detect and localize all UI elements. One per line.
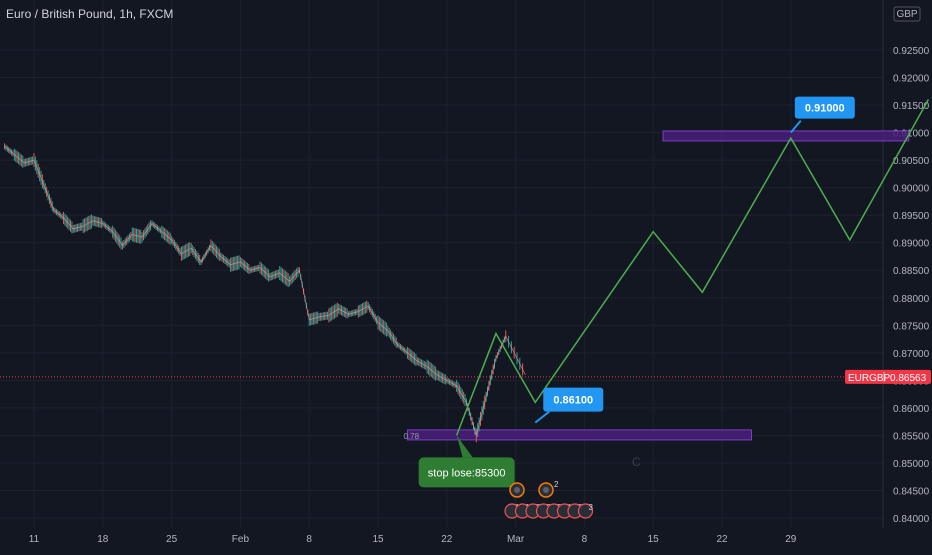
- x-tick-label: 15: [648, 534, 660, 545]
- x-tick-label: 8: [306, 534, 312, 545]
- x-tick-label: 15: [372, 534, 384, 545]
- currency-label: GBP: [896, 9, 917, 20]
- event-icon: [577, 503, 594, 519]
- x-tick-label: 18: [97, 534, 109, 545]
- callout-text: 0.91000: [805, 103, 845, 115]
- y-tick-label: 0.89500: [893, 211, 930, 222]
- event-icon-dot: [514, 487, 520, 493]
- event-count: 3: [589, 503, 594, 512]
- chart-title: Euro / British Pound, 1h, FXCM: [6, 7, 174, 21]
- price-line: [4, 146, 526, 437]
- y-tick-label: 0.91500: [893, 101, 930, 112]
- event-icon-dot: [543, 487, 549, 493]
- y-tick-label: 0.90000: [893, 184, 930, 195]
- currency-box: [893, 6, 921, 22]
- y-tick-label: 0.85000: [893, 459, 930, 470]
- callout-pointer: [534, 410, 550, 424]
- y-tick-label: 0.86000: [893, 404, 930, 415]
- y-tick-label: 0.87500: [893, 321, 930, 332]
- x-tick-label: 22: [441, 534, 453, 545]
- y-tick-label: 0.84500: [893, 486, 930, 497]
- callout-pointer: [456, 435, 473, 458]
- price-tag-box: [845, 369, 931, 384]
- y-tick-label: 0.84000: [893, 514, 930, 525]
- price-tag-value: 0.86563: [890, 373, 927, 384]
- y-tick-label: 0.87000: [893, 349, 930, 360]
- y-tick-label: 0.85500: [893, 431, 930, 442]
- watermark-letter: C: [632, 455, 641, 469]
- callout-text: stop lose:85300: [428, 467, 506, 479]
- x-tick-label: Mar: [507, 534, 525, 545]
- event-count: 2: [554, 480, 559, 489]
- x-tick-label: Feb: [232, 534, 250, 545]
- callout-text: 0.86100: [553, 395, 593, 407]
- x-tick-label: 29: [785, 534, 797, 545]
- y-tick-label: 0.90500: [893, 156, 930, 167]
- x-tick-label: 8: [582, 534, 588, 545]
- price-tag-symbol: EURGBP: [848, 373, 891, 384]
- y-tick-label: 0.92500: [893, 46, 930, 57]
- y-tick-label: 0.88500: [893, 266, 930, 277]
- x-tick-label: 22: [716, 534, 728, 545]
- zone-label: 0.78: [403, 432, 419, 441]
- zone-rect: [662, 130, 910, 142]
- callout-pointer: [790, 119, 802, 134]
- callout-box: [794, 96, 855, 119]
- x-tick-label: 11: [29, 534, 40, 545]
- y-tick-label: 0.91000: [893, 129, 930, 140]
- y-tick-label: 0.92000: [893, 74, 930, 85]
- zone-rect: [406, 429, 752, 441]
- callout-box: [543, 387, 604, 412]
- x-tick-label: 25: [166, 534, 178, 545]
- callout-box: [418, 457, 515, 488]
- projection-path: [455, 99, 930, 436]
- y-tick-label: 0.88000: [893, 294, 930, 305]
- y-tick-label: 0.89000: [893, 239, 930, 250]
